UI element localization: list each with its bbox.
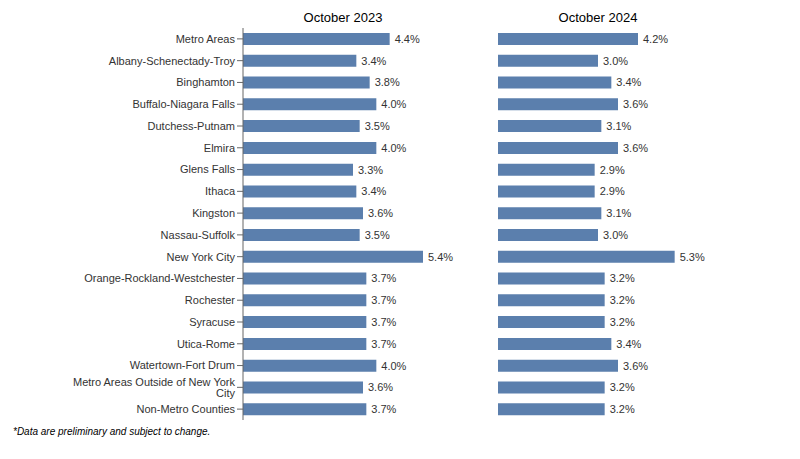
svg-text:5.3%: 5.3% — [680, 251, 705, 263]
html-text:*Data are preliminary and subj: *Data are preliminary and subject to cha… — [13, 426, 211, 437]
svg-text:Rochester: Rochester — [185, 294, 235, 306]
svg-text:Kingston: Kingston — [192, 207, 235, 219]
svg-text:3.6%: 3.6% — [623, 360, 648, 372]
svg-text:3.0%: 3.0% — [603, 55, 628, 67]
svg-text:3.4%: 3.4% — [616, 338, 641, 350]
svg-text:4.0%: 4.0% — [381, 98, 406, 110]
svg-text:3.7%: 3.7% — [371, 272, 396, 284]
svg-text:3.6%: 3.6% — [368, 381, 393, 393]
svg-text:3.2%: 3.2% — [610, 316, 635, 328]
svg-text:Ithaca: Ithaca — [205, 185, 236, 197]
svg-text:Metro Areas: Metro Areas — [176, 33, 236, 45]
svg-text:Metro Areas Outside of New Yor: Metro Areas Outside of New YorkCity — [73, 376, 236, 399]
svg-text:4.2%: 4.2% — [643, 33, 668, 45]
svg-text:3.1%: 3.1% — [606, 120, 631, 132]
svg-text:Non-Metro Counties: Non-Metro Counties — [137, 403, 236, 415]
svg-text:3.4%: 3.4% — [361, 55, 386, 67]
svg-text:3.8%: 3.8% — [375, 76, 400, 88]
svg-text:3.5%: 3.5% — [365, 229, 390, 241]
svg-text:4.0%: 4.0% — [381, 142, 406, 154]
svg-text:Elmira: Elmira — [204, 142, 236, 154]
svg-text:3.7%: 3.7% — [371, 403, 396, 415]
svg-text:3.6%: 3.6% — [623, 98, 648, 110]
svg-text:4.0%: 4.0% — [381, 360, 406, 372]
svg-text:3.0%: 3.0% — [603, 229, 628, 241]
svg-text:5.4%: 5.4% — [428, 251, 453, 263]
svg-text:Albany-Schenectady-Troy: Albany-Schenectady-Troy — [109, 55, 236, 67]
svg-text:3.6%: 3.6% — [623, 142, 648, 154]
svg-text:3.1%: 3.1% — [606, 207, 631, 219]
svg-text:3.4%: 3.4% — [616, 76, 641, 88]
svg-text:3.2%: 3.2% — [610, 381, 635, 393]
svg-text:Buffalo-Niagara Falls: Buffalo-Niagara Falls — [132, 98, 235, 110]
svg-text:Utica-Rome: Utica-Rome — [177, 338, 235, 350]
svg-text:3.7%: 3.7% — [371, 338, 396, 350]
svg-text:4.4%: 4.4% — [395, 33, 420, 45]
svg-text:Watertown-Fort Drum: Watertown-Fort Drum — [130, 359, 235, 371]
svg-text:3.7%: 3.7% — [371, 294, 396, 306]
svg-text:2.9%: 2.9% — [600, 164, 625, 176]
svg-text:Orange-Rockland-Westchester: Orange-Rockland-Westchester — [84, 272, 235, 284]
svg-text:Syracuse: Syracuse — [189, 316, 235, 328]
svg-text:3.4%: 3.4% — [361, 185, 386, 197]
svg-text:3.3%: 3.3% — [358, 164, 383, 176]
svg-text:New York City: New York City — [167, 251, 236, 263]
svg-text:Glens Falls: Glens Falls — [180, 163, 236, 175]
svg-text:3.2%: 3.2% — [610, 272, 635, 284]
svg-text:3.2%: 3.2% — [610, 403, 635, 415]
svg-text:Binghamton: Binghamton — [176, 76, 235, 88]
svg-text:3.2%: 3.2% — [610, 294, 635, 306]
html-text:October 2023: October 2023 — [303, 10, 383, 25]
svg-text:3.6%: 3.6% — [368, 207, 393, 219]
svg-text:2.9%: 2.9% — [600, 185, 625, 197]
svg-text:Nassau-Suffolk: Nassau-Suffolk — [161, 229, 236, 241]
svg-text:3.5%: 3.5% — [365, 120, 390, 132]
svg-text:3.7%: 3.7% — [371, 316, 396, 328]
html-text:October 2024: October 2024 — [558, 10, 638, 25]
svg-text:Dutchess-Putnam: Dutchess-Putnam — [148, 120, 235, 132]
